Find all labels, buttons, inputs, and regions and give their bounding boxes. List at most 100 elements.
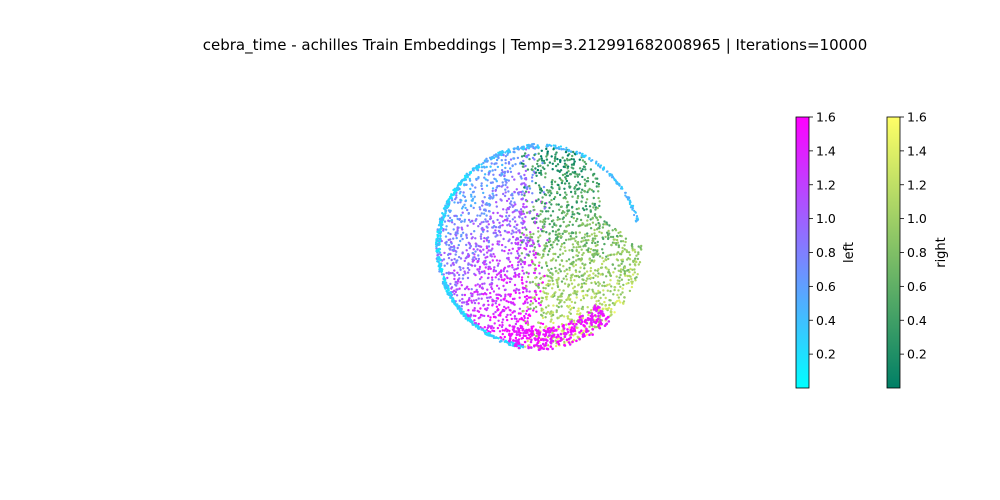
scatter-point (559, 300, 562, 304)
scatter-point (461, 205, 465, 208)
scatter-point (565, 171, 569, 174)
scatter-point (559, 225, 562, 228)
scatter-point (555, 304, 559, 307)
scatter-point (476, 268, 479, 271)
scatter-point (631, 245, 634, 248)
scatter-point (514, 273, 517, 277)
scatter-point (533, 263, 537, 267)
scatter-point (512, 150, 515, 154)
scatter-point (500, 215, 504, 218)
scatter-point (577, 283, 580, 286)
scatter-point (447, 203, 450, 206)
scatter-point (515, 317, 518, 321)
scatter-point (523, 301, 527, 305)
scatter-point (521, 190, 524, 193)
scatter-point (613, 311, 616, 314)
scatter-point (514, 203, 517, 206)
scatter-point (468, 173, 471, 176)
scatter-point (526, 323, 530, 326)
scatter-point (511, 175, 514, 178)
scatter-point (487, 303, 490, 307)
scatter-point (531, 217, 534, 220)
scatter-point (489, 156, 493, 160)
scatter-point (599, 296, 602, 300)
scatter-point (589, 319, 593, 323)
scatter-point (447, 219, 450, 222)
scatter-point (549, 271, 552, 274)
scatter-point (609, 253, 612, 257)
scatter-point (513, 190, 516, 194)
scatter-point (484, 307, 487, 311)
scatter-point (491, 243, 494, 246)
scatter-point (513, 268, 516, 271)
scatter-point (479, 214, 482, 217)
scatter-point (617, 289, 620, 292)
scatter-point (458, 192, 462, 195)
scatter-point (567, 283, 570, 286)
scatter-point (500, 159, 503, 162)
scatter-point (529, 307, 532, 310)
scatter-point (573, 279, 576, 282)
scatter-point (610, 173, 613, 176)
colorbar-label: left (842, 242, 857, 263)
scatter-point (500, 336, 503, 339)
scatter-point (453, 187, 457, 190)
scatter-point (460, 182, 463, 185)
scatter-point (617, 299, 621, 302)
scatter-point (496, 218, 499, 222)
scatter-point (447, 244, 451, 247)
scatter-point (436, 237, 439, 240)
scatter-point (571, 237, 574, 240)
scatter-point (523, 314, 526, 318)
scatter-point (617, 231, 620, 235)
scatter-point (500, 243, 504, 247)
scatter-point (517, 346, 521, 350)
scatter-point (631, 268, 634, 271)
colorbar-tick-label: 0.8 (907, 245, 927, 260)
scatter-point (574, 231, 578, 234)
scatter-point (554, 153, 557, 156)
scatter-point (631, 273, 635, 276)
scatter-point (522, 145, 525, 148)
scatter-point (465, 234, 468, 237)
scatter-point (455, 250, 458, 253)
scatter-point (567, 182, 571, 185)
scatter-point (569, 150, 573, 153)
scatter-point (453, 269, 456, 272)
scatter-point (605, 267, 608, 270)
scatter-point (611, 229, 614, 232)
scatter-point (567, 238, 570, 241)
scatter-point (537, 152, 540, 155)
scatter-point (518, 260, 521, 263)
scatter-point (527, 333, 531, 337)
scatter-point (450, 241, 453, 244)
scatter-point (504, 191, 507, 194)
scatter-point (464, 272, 467, 275)
scatter-point (474, 245, 478, 248)
scatter-point (449, 282, 452, 286)
scatter-point (541, 220, 544, 224)
scatter-point (525, 298, 528, 301)
scatter-point (529, 244, 532, 248)
scatter-point (438, 263, 441, 267)
scatter-point (569, 279, 573, 282)
scatter-point (578, 231, 581, 234)
scatter-point (444, 235, 448, 238)
scatter-point (619, 301, 622, 304)
scatter-point (572, 306, 575, 309)
scatter-point (612, 271, 615, 274)
scatter-point (443, 264, 446, 267)
scatter-point (564, 275, 568, 278)
scatter-point (601, 284, 604, 287)
scatter-point (517, 172, 520, 175)
scatter-point (477, 317, 480, 320)
scatter-point (516, 320, 520, 323)
scatter-point (628, 263, 632, 266)
scatter-point (539, 220, 542, 223)
scatter-point (495, 205, 498, 208)
scatter-point (466, 276, 470, 280)
scatter-point (588, 258, 591, 261)
scatter-point (442, 207, 446, 210)
scatter-point (522, 334, 526, 338)
scatter-point (523, 226, 527, 229)
